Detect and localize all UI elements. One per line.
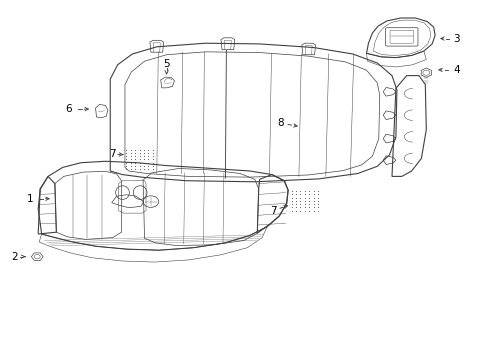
Text: 1: 1 [27, 194, 34, 204]
Text: 4: 4 [453, 65, 460, 75]
Text: 2: 2 [11, 252, 18, 262]
Text: 6: 6 [65, 104, 72, 114]
Text: 5: 5 [163, 59, 170, 69]
Text: 7: 7 [270, 206, 277, 216]
Text: 3: 3 [453, 33, 460, 44]
Text: 8: 8 [277, 118, 284, 128]
Text: 7: 7 [109, 149, 116, 159]
